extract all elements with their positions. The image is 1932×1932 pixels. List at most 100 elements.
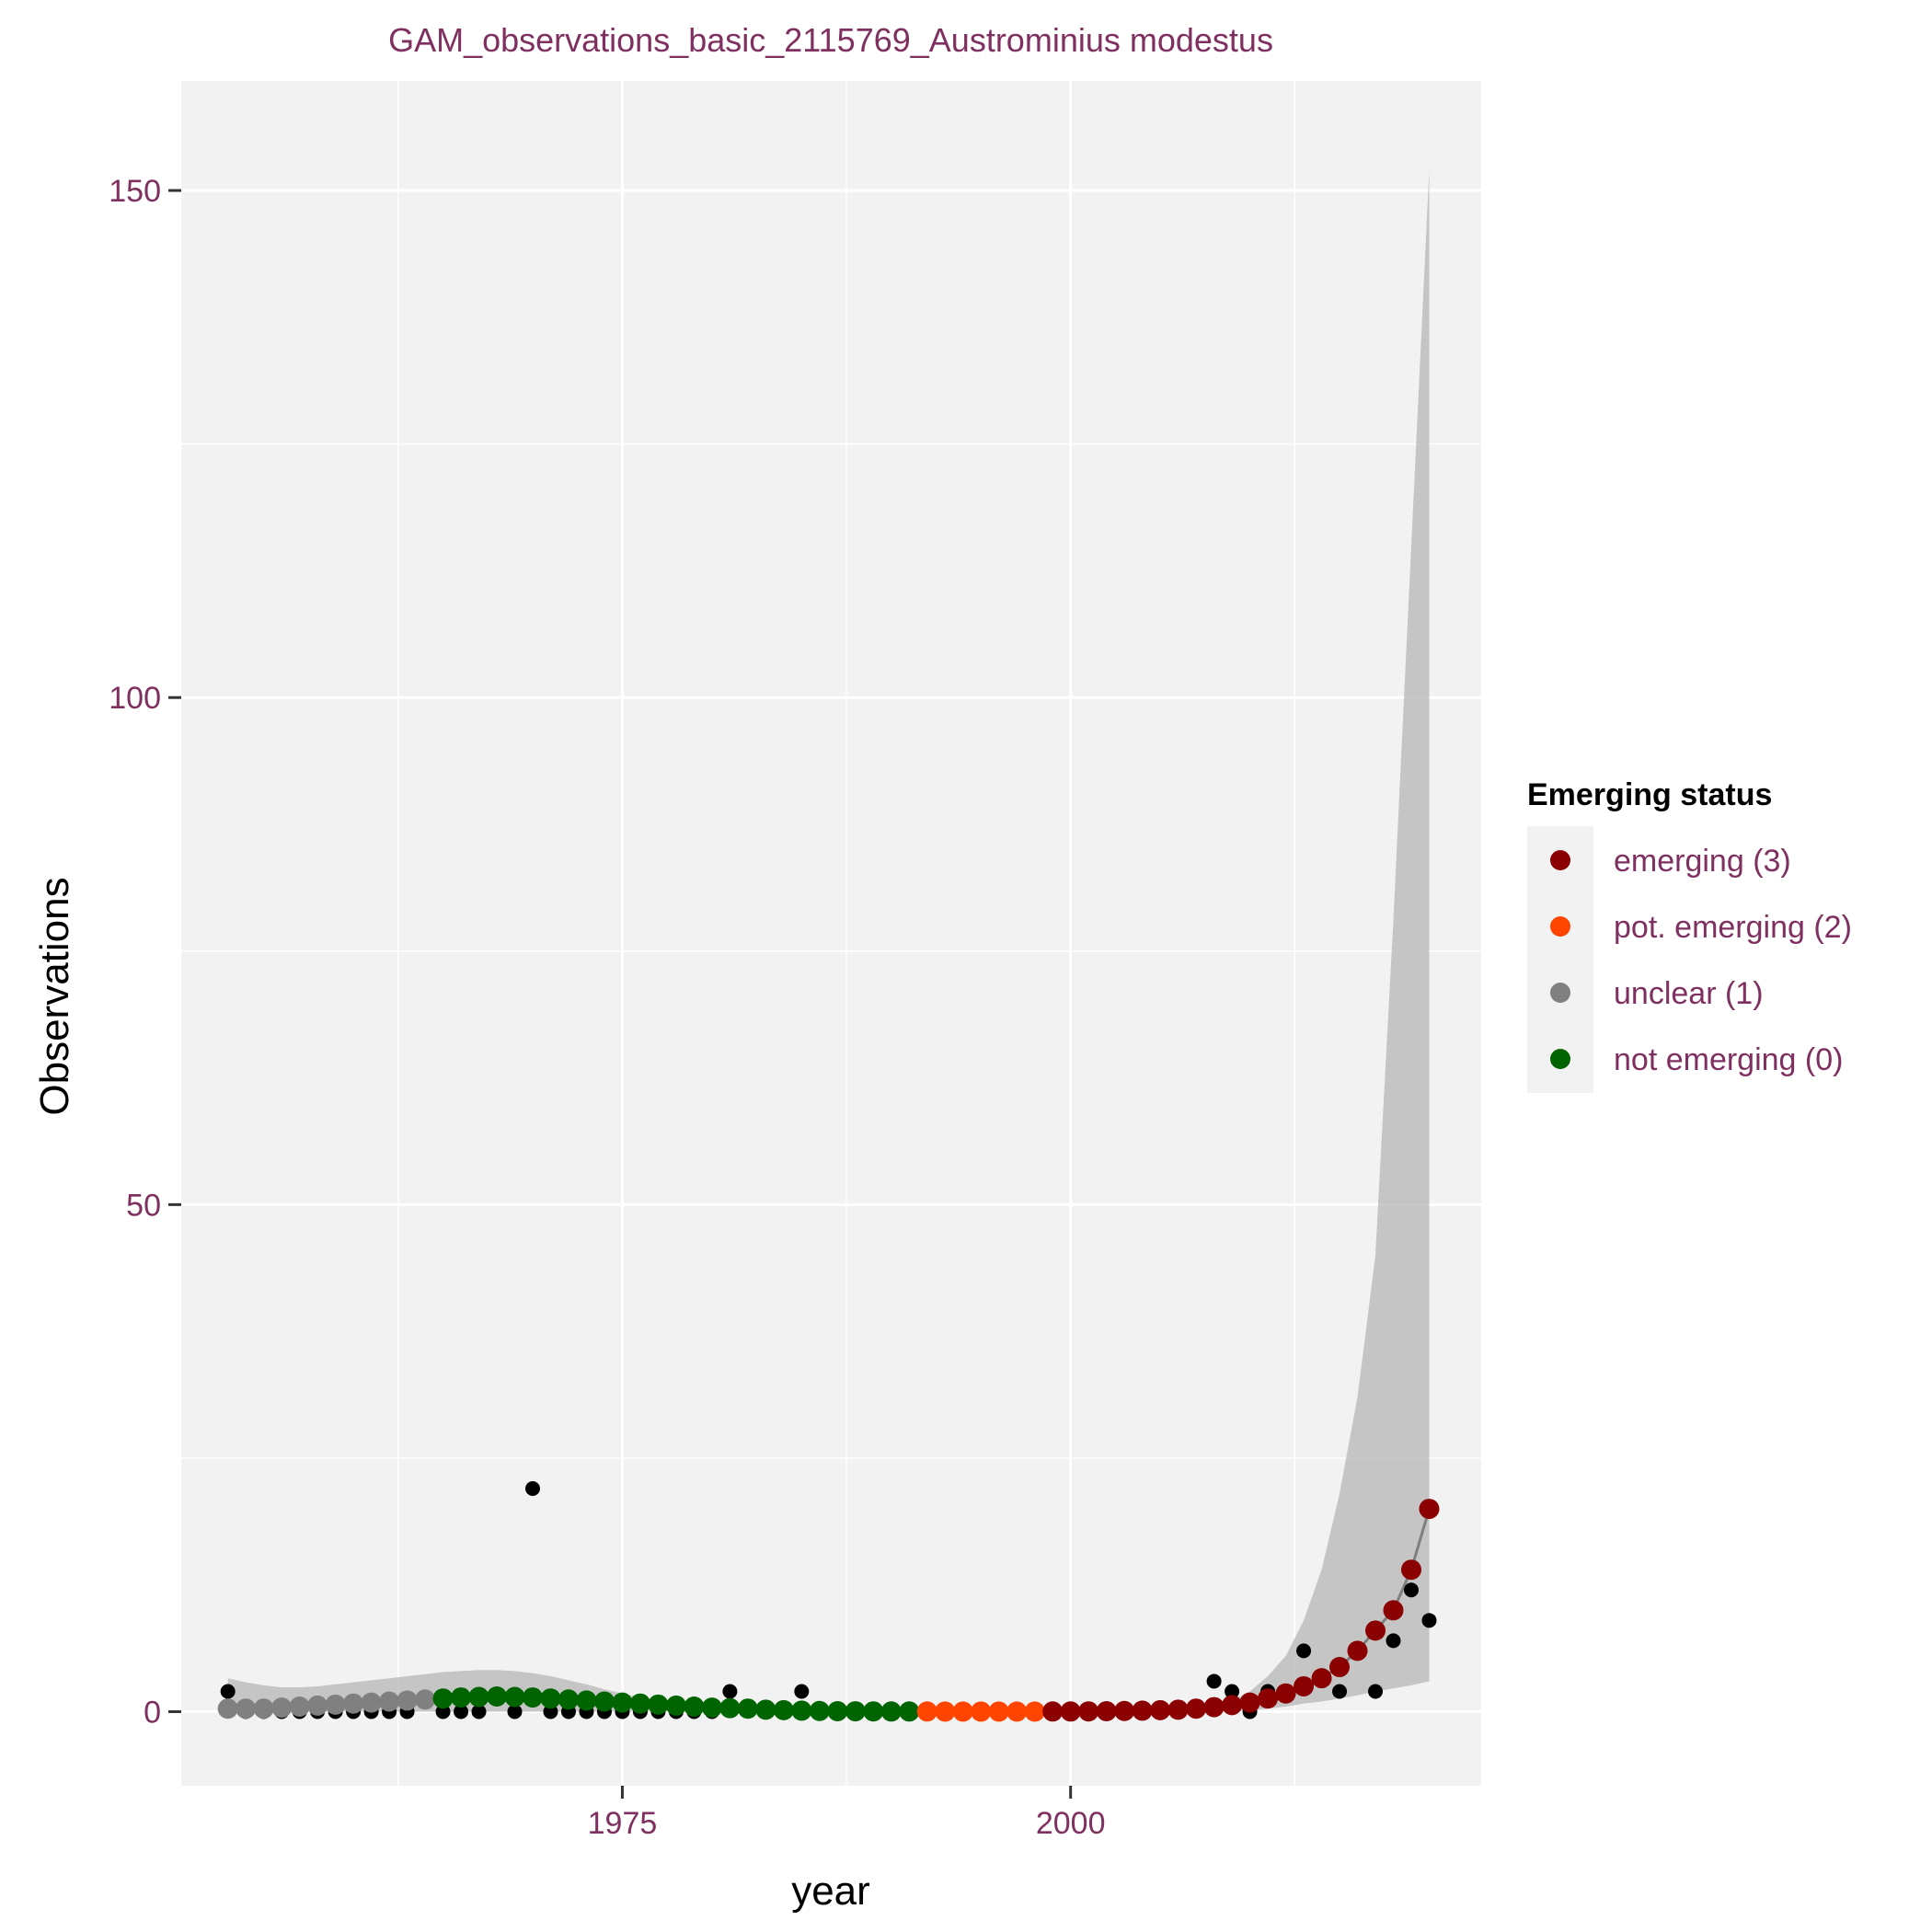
fitted-status-point (558, 1689, 579, 1710)
legend-label: pot. emerging (2) (1614, 910, 1852, 945)
fitted-status-point (397, 1690, 418, 1711)
fitted-status-point (665, 1695, 686, 1716)
fitted-status-point (1060, 1701, 1081, 1722)
observed-point (524, 1481, 540, 1497)
fitted-status-point (701, 1697, 722, 1719)
x-axis-title: year (791, 1869, 870, 1914)
observed-point (1206, 1673, 1222, 1689)
fitted-status-point (576, 1690, 597, 1711)
y-tick-label: 50 (126, 1188, 161, 1223)
fitted-status-point (468, 1686, 489, 1708)
legend-keys-background (1527, 826, 1593, 1093)
fitted-status-point (1329, 1657, 1351, 1678)
legend-title: Emerging status (1527, 777, 1772, 812)
fitted-status-point (487, 1685, 508, 1707)
fitted-status-point (1275, 1683, 1296, 1704)
observed-point (1296, 1643, 1312, 1659)
fitted-status-point (1239, 1692, 1260, 1713)
observed-point (435, 1704, 451, 1719)
fitted-status-point (791, 1700, 812, 1721)
fitted-status-point (1400, 1559, 1421, 1581)
fitted-status-point (935, 1701, 956, 1722)
fitted-status-point (1311, 1668, 1332, 1689)
legend-label: emerging (3) (1614, 844, 1791, 879)
fitted-status-point (971, 1701, 992, 1722)
fitted-status-point (1383, 1600, 1404, 1621)
observed-point (1386, 1633, 1401, 1649)
fitted-status-point (1006, 1701, 1028, 1722)
chart-title: GAM_observations_basic_2115769_Austromin… (388, 21, 1273, 59)
fitted-status-point (325, 1694, 346, 1715)
fitted-status-point (217, 1698, 238, 1719)
legend: Emerging status emerging (3) pot. emergin… (1527, 777, 1852, 1093)
y-tick-label: 100 (109, 681, 161, 716)
fitted-status-point (899, 1701, 920, 1722)
x-tick-label: 1975 (588, 1806, 658, 1841)
fitted-status-point (809, 1700, 830, 1721)
fitted-status-point (361, 1692, 382, 1713)
observed-point (454, 1704, 469, 1719)
legend-key (1550, 983, 1570, 1003)
legend-key (1550, 916, 1570, 937)
fitted-status-point (845, 1701, 866, 1722)
observed-point (1332, 1684, 1348, 1699)
fitted-status-point (289, 1696, 310, 1718)
fitted-status-point (253, 1698, 274, 1719)
fitted-status-point (379, 1691, 400, 1712)
fitted-status-point (1186, 1698, 1207, 1719)
fitted-status-point (880, 1701, 902, 1722)
fitted-status-point (916, 1701, 937, 1722)
fitted-status-point (522, 1687, 543, 1708)
fitted-status-point (1150, 1699, 1171, 1720)
fitted-status-point (684, 1696, 705, 1718)
fitted-status-point (1203, 1696, 1225, 1718)
fitted-status-points (217, 1499, 1440, 1722)
fitted-status-point (827, 1700, 848, 1721)
fitted-status-point (1114, 1700, 1135, 1721)
fitted-status-point (1419, 1499, 1440, 1520)
fitted-status-point (432, 1688, 454, 1709)
x-tick-label: 2000 (1036, 1806, 1106, 1841)
fitted-status-point (271, 1697, 293, 1719)
plot-panel (181, 81, 1481, 1786)
observed-point (1421, 1613, 1437, 1628)
axes: 0 50 100 150 1975 2000 (109, 174, 1105, 1841)
observed-point (1225, 1684, 1240, 1699)
observed-point (1368, 1684, 1384, 1699)
fitted-status-point (755, 1699, 776, 1720)
observed-point (722, 1684, 738, 1699)
fitted-status-point (593, 1691, 615, 1712)
fitted-status-point (648, 1694, 669, 1715)
observed-point (1403, 1582, 1419, 1598)
fitted-status-point (719, 1697, 741, 1719)
fitted-status-point (1294, 1675, 1315, 1696)
fitted-status-point (988, 1701, 1009, 1722)
fitted-status-point (1078, 1701, 1099, 1722)
fitted-status-point (1167, 1699, 1189, 1720)
fitted-status-point (1347, 1640, 1368, 1662)
legend-key (1550, 850, 1570, 870)
fitted-status-point (1096, 1700, 1117, 1721)
fitted-status-point (612, 1692, 633, 1713)
legend-items: emerging (3) pot. emerging (2) unclear (1)… (1550, 844, 1852, 1077)
fitted-status-point (737, 1698, 758, 1719)
observed-point (794, 1684, 810, 1699)
observed-point (543, 1704, 558, 1719)
fitted-status-point (540, 1688, 561, 1709)
observed-point (220, 1684, 236, 1699)
fitted-status-point (1365, 1620, 1386, 1641)
y-tick-label: 0 (144, 1696, 161, 1731)
fitted-status-point (343, 1693, 364, 1714)
fitted-status-point (236, 1698, 257, 1719)
fitted-status-point (952, 1701, 973, 1722)
fitted-status-point (307, 1695, 328, 1716)
y-axis-title: Observations (32, 877, 77, 1115)
fitted-status-point (1222, 1695, 1243, 1716)
fitted-status-point (773, 1699, 794, 1720)
legend-key (1550, 1049, 1570, 1069)
fitted-status-point (504, 1686, 525, 1708)
fitted-status-point (629, 1693, 650, 1714)
fitted-status-point (1024, 1701, 1045, 1722)
fitted-status-point (415, 1689, 436, 1710)
